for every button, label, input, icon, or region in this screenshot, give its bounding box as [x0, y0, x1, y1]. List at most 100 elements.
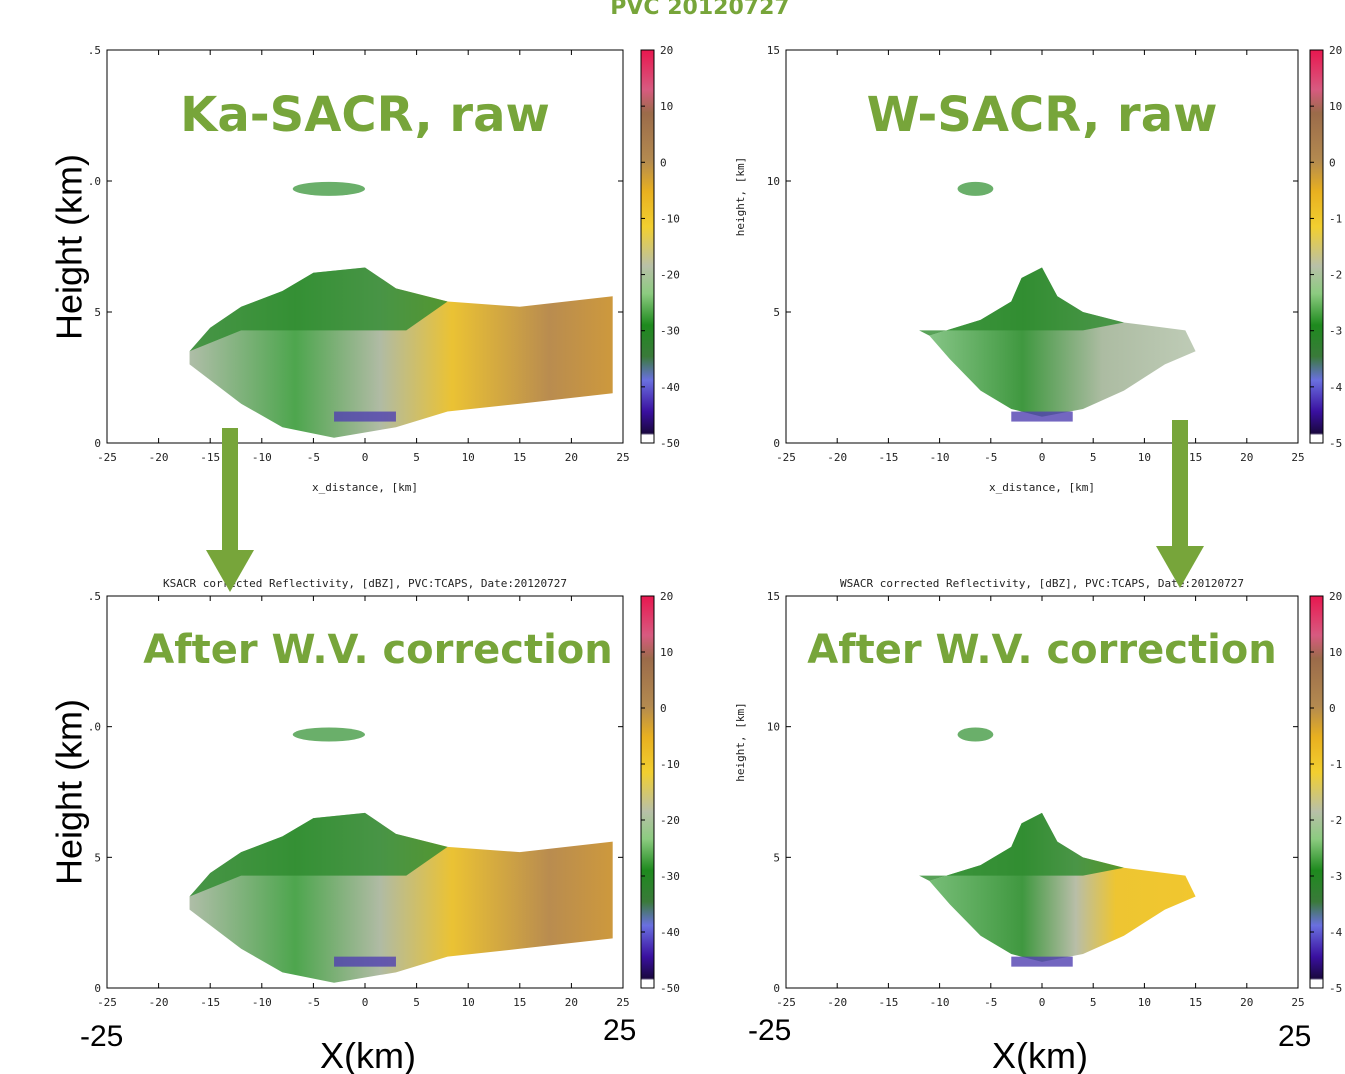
y-tick-label: 15: [767, 44, 780, 57]
x-tick-label: 5: [1090, 996, 1097, 1009]
colorbar: [1309, 595, 1324, 989]
echo-top: [189, 267, 448, 352]
y-tick-label: .0: [88, 175, 101, 188]
x-tick-label: -25: [776, 996, 796, 1009]
colorbar: [1309, 49, 1324, 444]
colorbar-tick-label: -4: [1329, 381, 1343, 394]
x-tick-label: 5: [413, 451, 420, 464]
x-tick-label: -5: [984, 451, 997, 464]
x-tick-label: -20: [149, 996, 169, 1009]
panel-label: W-SACR, raw: [867, 87, 1218, 143]
x-tick-label: 10: [462, 996, 475, 1009]
x-tick-label: -20: [827, 996, 847, 1009]
y-tick-label: 15: [767, 590, 780, 603]
x-tick-label: 0: [362, 451, 369, 464]
colorbar-tick-label: 20: [660, 590, 673, 603]
x-end-label: -25: [80, 1020, 123, 1053]
echo-base: [1011, 411, 1073, 422]
x-axis-label: X(km): [992, 1035, 1088, 1074]
arrow-head: [206, 550, 254, 592]
x-tick-label: 10: [1138, 996, 1151, 1009]
colorbar-tick-label: -30: [660, 325, 680, 338]
y-tick-label: 5: [773, 306, 780, 319]
colorbar-tick-label: -50: [660, 437, 680, 450]
x-tick-label: -5: [307, 451, 320, 464]
x-tick-label: -15: [878, 451, 898, 464]
x-tick-label: 20: [1240, 451, 1253, 464]
colorbar-tick-label: -1: [1329, 212, 1342, 225]
echo-base: [334, 956, 396, 967]
x-axis-label: x_distance, [km]: [989, 481, 1095, 494]
y-tick-label: .5: [88, 44, 101, 57]
x-tick-label: 0: [362, 996, 369, 1009]
colorbar-tick-label: 0: [660, 156, 667, 169]
x-tick-label: 5: [1090, 451, 1097, 464]
x-tick-label: -10: [930, 451, 950, 464]
x-tick-label: 15: [513, 451, 526, 464]
echo-region: [929, 267, 1196, 417]
y-tick-label: 0: [773, 982, 780, 995]
x-tick-label: 25: [616, 451, 629, 464]
y-tick-label: 0: [773, 437, 780, 450]
colorbar-tick-label: 20: [660, 44, 673, 57]
colorbar-tick-label: -5: [1329, 437, 1342, 450]
arrow-shaft: [1172, 420, 1188, 548]
colorbar: [640, 595, 655, 989]
colorbar-tick-label: 0: [1329, 156, 1336, 169]
x-tick-label: 20: [1240, 996, 1253, 1009]
x-tick-label: 25: [1291, 451, 1304, 464]
echo-patch: [292, 181, 365, 196]
y-tick-label: 0: [94, 437, 101, 450]
colorbar-tick-label: 10: [660, 100, 673, 113]
plot-title: KSACR corrected Reflectivity, [dBZ], PVC…: [163, 577, 567, 590]
y-tick-label: 10: [767, 721, 780, 734]
x-tick-label: -15: [878, 996, 898, 1009]
y-tick-label: 0: [94, 982, 101, 995]
colorbar-tick-label: 20: [1329, 44, 1342, 57]
colorbar-tick-label: 0: [1329, 702, 1336, 715]
colorbar-tick-label: -10: [660, 758, 680, 771]
x-tick-label: 15: [513, 996, 526, 1009]
y-axis-label: height, [km]: [734, 702, 747, 781]
echo-top: [189, 812, 448, 897]
plot-title: WSACR corrected Reflectivity, [dBZ], PVC…: [840, 577, 1244, 590]
colorbar-tick-label: -4: [1329, 926, 1343, 939]
x-axis-label: x_distance, [km]: [312, 481, 418, 494]
x-tick-label: 5: [413, 996, 420, 1009]
x-end-label: 25: [603, 1014, 636, 1047]
slide-title: PVC 20120727: [610, 0, 789, 20]
x-tick-label: -20: [149, 451, 169, 464]
colorbar-tick-label: -2: [1329, 269, 1342, 282]
x-tick-label: -15: [200, 996, 220, 1009]
colorbar-tick-label: 10: [1329, 100, 1342, 113]
y-axis-label: Height (km): [49, 699, 90, 885]
y-tick-label: 5: [94, 306, 101, 319]
y-axis-label: Height (km): [49, 154, 90, 340]
colorbar-tick-label: -1: [1329, 758, 1342, 771]
panel-label: After W.V. correction: [807, 627, 1277, 673]
colorbar-tick-label: -20: [660, 814, 680, 827]
x-tick-label: 15: [1189, 996, 1202, 1009]
x-tick-label: -25: [776, 451, 796, 464]
y-tick-label: 5: [773, 851, 780, 864]
echo-patch: [292, 727, 365, 742]
echo-base: [1011, 956, 1073, 967]
x-tick-label: -5: [984, 996, 997, 1009]
arrow-head: [1156, 546, 1204, 588]
y-tick-label: 10: [767, 175, 780, 188]
x-tick-label: -25: [97, 996, 117, 1009]
x-axis-label: X(km): [320, 1035, 416, 1074]
x-tick-label: -10: [252, 451, 272, 464]
x-tick-label: -15: [200, 451, 220, 464]
colorbar-tick-label: -3: [1329, 325, 1342, 338]
echo-region: [929, 812, 1196, 962]
echo-top: [919, 267, 1124, 336]
echo-patch: [957, 727, 994, 742]
colorbar-tick-label: 20: [1329, 590, 1342, 603]
colorbar-tick-label: -5: [1329, 982, 1342, 995]
colorbar-tick-label: 0: [660, 702, 667, 715]
x-tick-label: -5: [307, 996, 320, 1009]
x-tick-label: 25: [616, 996, 629, 1009]
colorbar-tick-label: -50: [660, 982, 680, 995]
